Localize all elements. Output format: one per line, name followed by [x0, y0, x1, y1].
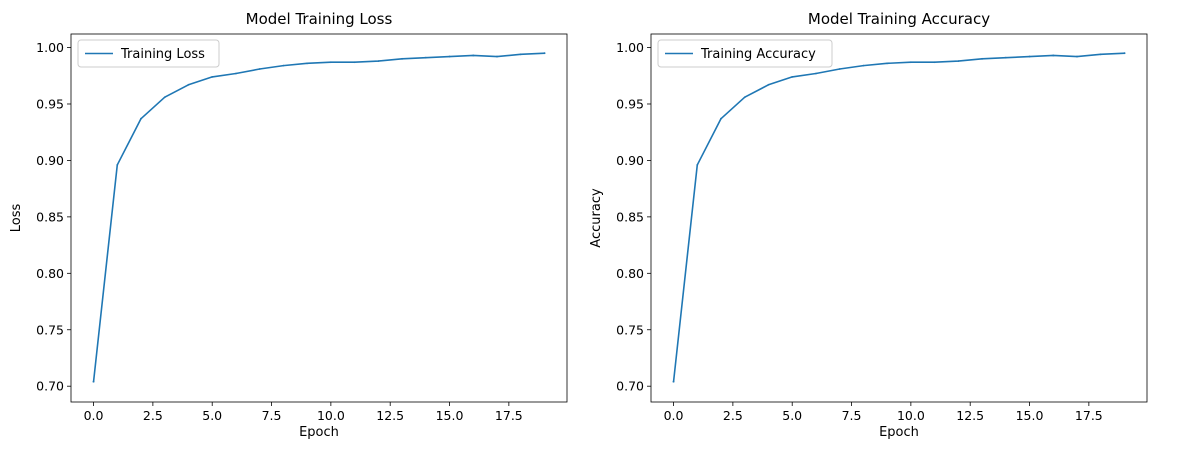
data-point	[306, 62, 309, 65]
data-point	[933, 61, 936, 64]
chart-title: Model Training Accuracy	[808, 10, 990, 28]
data-point	[767, 83, 770, 86]
data-point	[353, 61, 356, 64]
plot-frame	[650, 33, 1148, 403]
data-point	[1004, 56, 1007, 59]
chart-1: Model Training Loss 0.0 2.5 5.0 7.5 10.0 12.5 1…	[9, 10, 568, 440]
legend: Training Loss	[77, 39, 220, 68]
y-tick-label: 0.80	[616, 266, 644, 281]
x-tick-label: 5.0	[202, 408, 222, 423]
x-tick-label: 5.0	[782, 408, 802, 423]
x-tick-label: 0.0	[664, 408, 684, 423]
data-point	[140, 117, 142, 120]
data-point	[329, 61, 332, 64]
y-tick-label: 0.70	[616, 379, 644, 394]
data-point	[696, 164, 699, 166]
data-point	[448, 55, 451, 58]
x-tick-label: 17.5	[1075, 408, 1103, 423]
legend: Training Accuracy	[657, 39, 833, 68]
data-point	[957, 60, 960, 62]
data-point	[282, 64, 285, 67]
data-point	[235, 72, 237, 75]
chart-2: Model Training Accuracy 0.0 2.5 5.0 7.5 10.0 1…	[589, 10, 1148, 440]
data-point	[720, 117, 722, 120]
x-axis-label: Epoch	[299, 425, 339, 440]
x-tick-label: 10.0	[897, 408, 925, 423]
data-point	[187, 83, 190, 86]
data-point	[1028, 55, 1031, 58]
legend-box	[77, 39, 220, 68]
data-point	[838, 68, 841, 70]
plot-frame	[70, 33, 568, 403]
y-tick-label: 0.95	[616, 96, 644, 111]
y-tick-label: 1.00	[616, 40, 644, 55]
data-point	[424, 56, 427, 59]
data-point	[496, 55, 498, 58]
data-point	[1123, 52, 1126, 55]
data-point	[815, 72, 817, 75]
data-point	[672, 380, 675, 383]
y-tick-label: 0.90	[616, 153, 644, 168]
data-point	[543, 52, 546, 55]
x-tick-label: 2.5	[143, 408, 163, 423]
legend-label: Training Loss	[120, 47, 205, 62]
data-point	[1076, 55, 1078, 58]
data-point	[886, 62, 889, 65]
legend-label: Training Accuracy	[700, 47, 816, 62]
x-tick-label: 0.0	[84, 408, 104, 423]
x-tick-label: 15.0	[436, 408, 464, 423]
y-tick-label: 0.85	[36, 209, 64, 224]
data-point	[743, 96, 746, 99]
x-tick-label: 12.5	[376, 408, 404, 423]
y-tick-label: 0.80	[36, 266, 64, 281]
y-tick-label: 0.70	[36, 379, 64, 394]
data-point	[92, 380, 95, 383]
chart-title: Model Training Loss	[246, 10, 393, 28]
y-axis-label: Accuracy	[589, 188, 604, 248]
data-point	[862, 64, 865, 67]
data-point	[211, 75, 214, 78]
data-point	[472, 54, 475, 57]
data-point	[116, 164, 119, 166]
legend-box	[657, 39, 833, 68]
data-point	[377, 60, 380, 62]
data-point	[981, 57, 983, 60]
series-line	[92, 52, 546, 383]
data-point	[791, 75, 794, 78]
data-point	[1052, 54, 1055, 57]
x-tick-label: 15.0	[1016, 408, 1044, 423]
data-point	[163, 96, 166, 99]
y-tick-label: 0.75	[36, 322, 64, 337]
y-tick-label: 1.00	[36, 40, 64, 55]
data-point	[401, 57, 403, 60]
y-tick-label: 0.90	[36, 153, 64, 168]
x-axis-label: Epoch	[879, 425, 919, 440]
data-point	[519, 53, 522, 56]
x-tick-label: 2.5	[723, 408, 743, 423]
x-tick-label: 17.5	[495, 408, 523, 423]
y-tick-label: 0.85	[616, 209, 644, 224]
x-tick-label: 7.5	[262, 408, 282, 423]
x-tick-label: 7.5	[842, 408, 862, 423]
y-axis-label: Loss	[9, 204, 24, 233]
x-tick-label: 10.0	[317, 408, 345, 423]
y-tick-label: 0.75	[616, 322, 644, 337]
x-tick-label: 12.5	[956, 408, 984, 423]
data-point	[258, 68, 261, 70]
data-point	[909, 61, 912, 64]
series-line	[672, 52, 1126, 383]
data-point	[1099, 53, 1102, 56]
y-tick-label: 0.95	[36, 96, 64, 111]
